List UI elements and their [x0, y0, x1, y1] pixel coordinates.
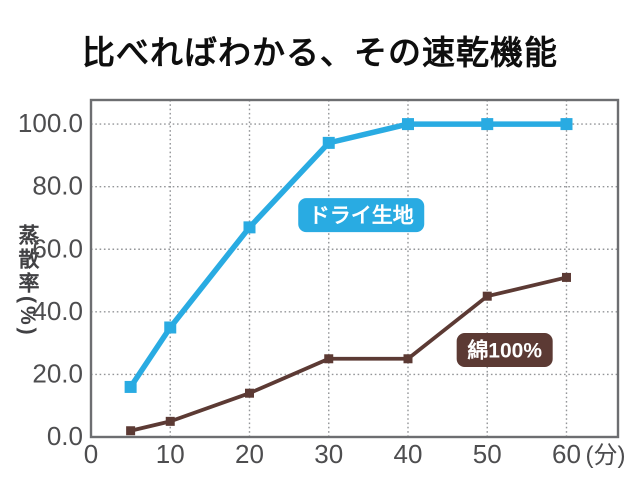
x-tick-label: 0	[84, 439, 98, 469]
series-label-box-1	[456, 333, 553, 368]
x-tick-label: 30	[314, 439, 343, 469]
series-marker-0	[481, 118, 494, 131]
series-label-text-1: 綿100%	[467, 339, 542, 363]
y-tick-label: 80.0	[32, 171, 83, 201]
series-marker-1	[403, 354, 413, 364]
plot-border	[89, 98, 620, 439]
x-tick-label: 20	[235, 439, 264, 469]
series-marker-0	[401, 118, 414, 131]
series-marker-1	[482, 291, 492, 301]
y-tick-label: 0.0	[47, 421, 83, 451]
y-tick-label: 40.0	[32, 296, 83, 326]
series-marker-1	[126, 426, 136, 436]
series-label-text-0: ドライ生地	[309, 204, 414, 228]
series-marker-1	[561, 272, 571, 282]
series-marker-1	[165, 416, 175, 426]
chart-title: 比べればわかる、その速乾機能	[82, 34, 558, 71]
series-marker-0	[164, 321, 177, 334]
x-tick-label: 10	[156, 439, 185, 469]
y-tick-label: 20.0	[32, 358, 83, 388]
series-marker-0	[124, 380, 137, 393]
x-tick-label: 60	[552, 439, 581, 469]
x-tick-label: 40	[394, 439, 423, 469]
series-marker-0	[243, 221, 256, 234]
series-label-box-0	[298, 198, 425, 233]
y-tick-label: 100.0	[18, 108, 83, 138]
series-marker-1	[324, 354, 334, 364]
y-axis-label: 蒸散率(%)	[16, 224, 39, 338]
x-axis-unit-label: (分)	[585, 442, 625, 469]
series-marker-1	[244, 388, 254, 398]
y-tick-label: 60.0	[32, 233, 83, 263]
series-marker-0	[560, 118, 573, 131]
x-tick-label: 50	[473, 439, 502, 469]
series-marker-0	[322, 136, 335, 149]
